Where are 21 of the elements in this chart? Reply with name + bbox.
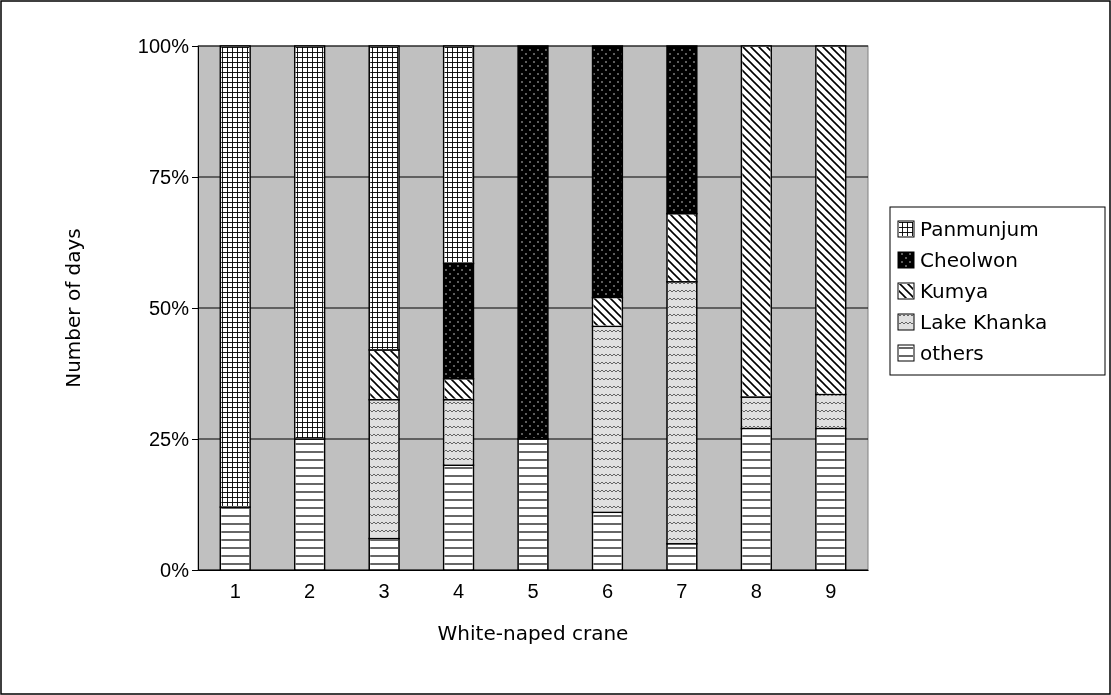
legend-label: Cheolwon — [920, 248, 1019, 272]
x-tick-label: 1 — [229, 580, 241, 603]
legend-label: others — [920, 341, 984, 365]
x-tick-label: 2 — [304, 580, 316, 603]
y-tick-label: 100% — [137, 34, 190, 57]
x-tick-label: 5 — [527, 580, 539, 603]
legend-label: Kumya — [920, 279, 989, 303]
x-tick-label: 4 — [452, 580, 465, 603]
x-tick-label: 8 — [750, 580, 762, 603]
y-tick-label: 0% — [160, 558, 190, 581]
x-tick-label: 6 — [601, 580, 614, 603]
x-axis-title: White-naped crane — [437, 621, 629, 645]
y-tick-label: 50% — [148, 296, 190, 319]
x-tick-label: 9 — [825, 580, 837, 603]
y-tick-label: 25% — [148, 427, 190, 450]
y-tick-label: 75% — [148, 165, 190, 188]
y-axis-title: Number of days — [61, 228, 85, 388]
x-tick-label: 7 — [676, 580, 688, 603]
legend-label: Panmunjum — [920, 217, 1039, 241]
legend-label: Lake Khanka — [920, 310, 1048, 334]
x-tick-label: 3 — [378, 580, 390, 603]
